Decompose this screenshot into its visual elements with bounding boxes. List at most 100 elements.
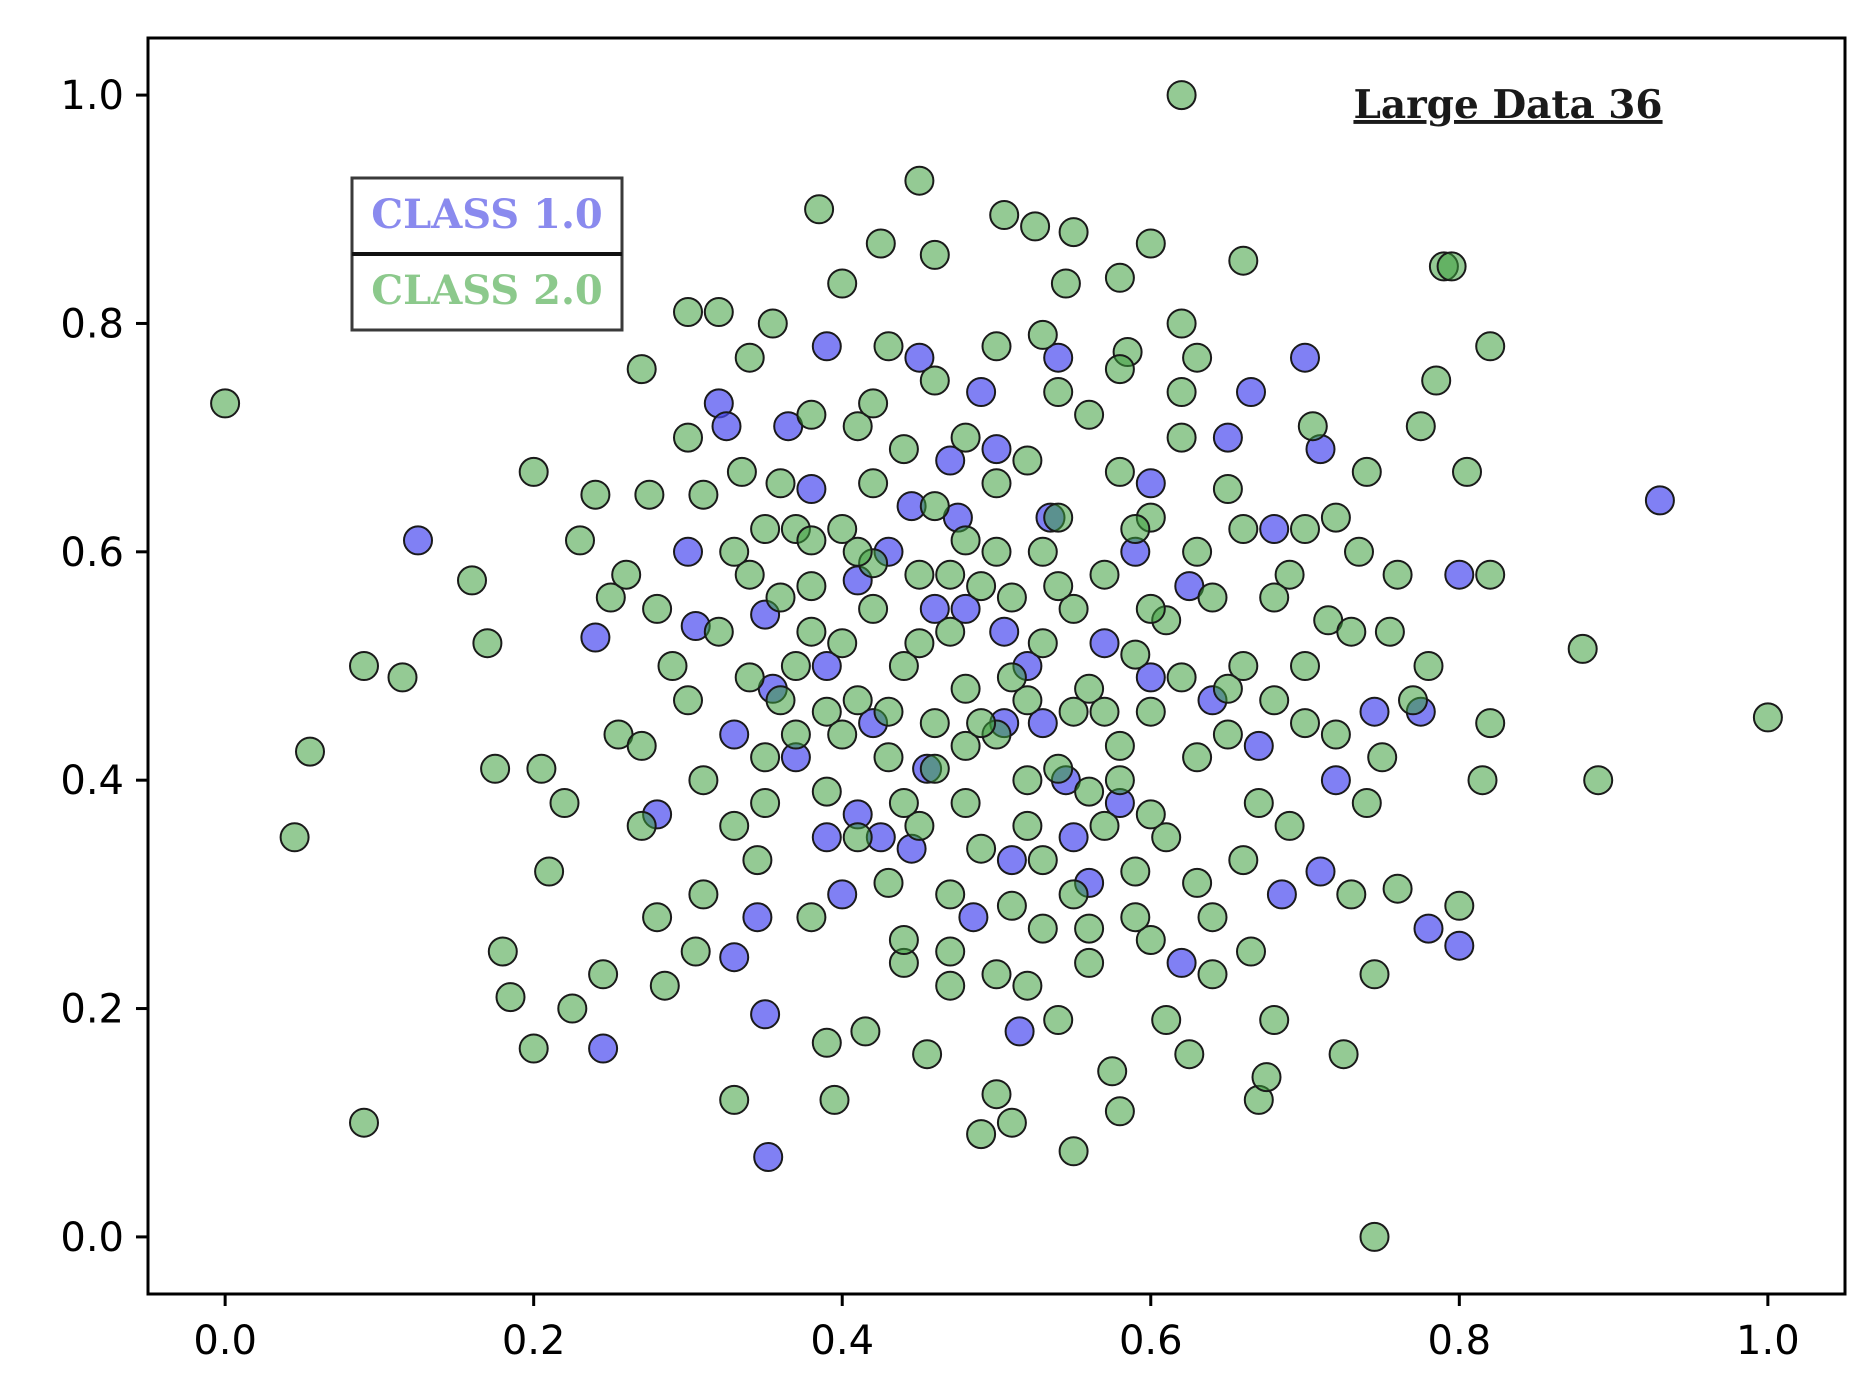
- x-axis: 0.0 0.2 0.4 0.6 0.8 1.0: [193, 1294, 1800, 1364]
- data-point-class-2: [950, 525, 981, 556]
- data-point-class-2: [1043, 377, 1074, 407]
- data-point-class-2: [1290, 708, 1320, 739]
- x-tick-label: 0.2: [502, 1318, 566, 1364]
- data-point-class-2: [981, 331, 1012, 362]
- data-point-class-2: [750, 788, 781, 818]
- data-point-class-2: [1328, 1039, 1359, 1070]
- data-point-class-2: [387, 662, 418, 693]
- data-point-class-2: [904, 628, 935, 659]
- data-point-class-1: [904, 342, 935, 373]
- data-point-class-2: [1182, 342, 1213, 373]
- data-point-class-2: [472, 628, 503, 659]
- data-point-class-2: [1012, 765, 1043, 796]
- data-point-class-2: [1452, 456, 1482, 487]
- data-point-class-2: [534, 856, 565, 887]
- data-point-class-2: [757, 308, 788, 339]
- data-point-class-2: [1027, 319, 1058, 350]
- data-point-class-2: [487, 936, 518, 967]
- data-point-class-2: [981, 468, 1012, 499]
- y-tick-label: 0.0: [60, 1215, 124, 1261]
- x-tick-label: 0.8: [1428, 1318, 1492, 1364]
- data-point-class-2: [981, 959, 1012, 990]
- data-point-class-2: [688, 479, 719, 510]
- data-point-class-2: [1012, 445, 1043, 476]
- data-point-class-2: [673, 297, 703, 327]
- data-point-class-2: [1228, 845, 1259, 876]
- data-point-class-2: [827, 628, 858, 659]
- data-point-class-2: [1359, 959, 1390, 990]
- data-point-class-2: [565, 525, 595, 556]
- data-point-class-2: [919, 491, 950, 522]
- data-point-class-2: [811, 696, 842, 727]
- data-point-class-2: [649, 970, 680, 1001]
- data-point-class-2: [1135, 593, 1166, 624]
- data-point-class-2: [842, 411, 873, 442]
- legend-label-class-1: CLASS 1.0: [371, 191, 602, 238]
- data-point-class-2: [1182, 536, 1213, 567]
- data-point-class-2: [796, 616, 827, 647]
- data-point-class-2: [1274, 810, 1305, 841]
- data-point-class-2: [966, 571, 997, 602]
- data-point-class-1: [811, 651, 842, 681]
- data-point-class-1: [1290, 342, 1320, 373]
- data-point-class-2: [1336, 879, 1367, 910]
- data-point-class-2: [1405, 411, 1436, 442]
- data-point-class-1: [750, 999, 781, 1030]
- data-point-class-1: [711, 411, 742, 442]
- data-point-class-2: [611, 559, 642, 590]
- data-point-class-1: [1320, 765, 1351, 796]
- data-point-class-2: [1444, 890, 1475, 921]
- data-point-class-2: [1027, 536, 1058, 567]
- data-point-class-2: [634, 479, 665, 510]
- data-point-class-2: [935, 559, 966, 590]
- data-point-class-2: [888, 651, 919, 681]
- data-point-class-1: [719, 719, 750, 750]
- data-point-class-2: [642, 902, 673, 933]
- data-point-class-2: [1074, 913, 1105, 944]
- data-point-class-2: [279, 822, 310, 853]
- data-point-class-2: [680, 936, 711, 967]
- data-point-class-2: [1074, 673, 1105, 704]
- data-point-class-2: [1583, 765, 1614, 796]
- data-point-class-2: [1043, 502, 1074, 533]
- x-tick-label: 0.6: [1119, 1318, 1183, 1364]
- data-point-class-1: [403, 525, 433, 556]
- data-point-class-2: [796, 902, 827, 933]
- data-point-class-1: [580, 622, 611, 653]
- data-point-class-2: [1151, 1005, 1182, 1035]
- data-point-class-2: [811, 776, 842, 807]
- data-point-class-2: [1120, 856, 1151, 887]
- data-point-class-2: [626, 810, 657, 841]
- data-point-class-2: [919, 753, 950, 784]
- data-point-class-2: [989, 200, 1020, 230]
- data-point-class-2: [1351, 456, 1382, 487]
- data-point-class-2: [1058, 696, 1089, 727]
- data-point-class-2: [1752, 702, 1783, 733]
- data-point-class-2: [588, 959, 619, 990]
- data-point-class-1: [1089, 628, 1120, 659]
- data-point-class-2: [912, 1039, 943, 1070]
- data-point-class-2: [349, 1107, 379, 1138]
- y-tick-label: 0.2: [60, 987, 124, 1033]
- data-point-class-2: [1228, 514, 1259, 544]
- data-point-class-2: [811, 1027, 842, 1058]
- data-point-class-1: [950, 593, 981, 624]
- data-point-class-2: [1182, 867, 1213, 898]
- data-point-class-2: [1012, 810, 1043, 841]
- data-point-class-2: [1089, 810, 1120, 841]
- chart-title: Large Data 36: [1353, 82, 1662, 128]
- data-point-class-2: [935, 970, 966, 1001]
- data-point-class-2: [1058, 879, 1089, 910]
- data-point-class-2: [888, 434, 919, 465]
- data-point-class-2: [950, 422, 981, 453]
- data-point-class-2: [1398, 685, 1428, 716]
- data-point-class-2: [1120, 639, 1151, 670]
- data-point-class-2: [796, 571, 827, 602]
- data-point-class-2: [1074, 776, 1105, 807]
- y-tick-label: 0.6: [60, 530, 124, 576]
- data-point-class-2: [557, 993, 588, 1024]
- data-point-class-2: [935, 879, 966, 910]
- data-point-class-2: [1197, 902, 1228, 933]
- data-point-class-2: [1197, 582, 1228, 613]
